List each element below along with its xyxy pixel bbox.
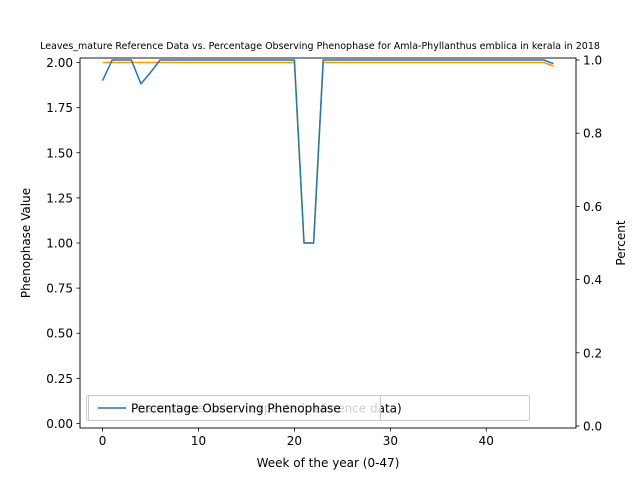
y-tick-label: 1.25: [46, 191, 73, 205]
legend: Phenophase value (expected reference dat…: [86, 395, 530, 421]
y-tick-label: 1.75: [46, 101, 73, 115]
y-tick-label: 0.50: [46, 327, 73, 341]
y2-tick-label: 1.0: [583, 54, 602, 68]
legend-box-overlay: [88, 395, 381, 421]
y2-tick-label: 0.8: [583, 127, 602, 141]
series-line-reference: [102, 61, 554, 244]
x-tick-label: 0: [99, 434, 107, 448]
x-tick-label: 20: [287, 434, 302, 448]
x-tick-label: 10: [191, 434, 206, 448]
y2-tick-label: 0.6: [583, 200, 602, 214]
y2-tick-label: 0.0: [583, 419, 602, 433]
y2-axis-label: Percent: [614, 220, 628, 265]
y-tick-label: 0.75: [46, 282, 73, 296]
x-tick-label: 30: [383, 434, 398, 448]
y-tick-label: 2.00: [46, 56, 73, 70]
x-tick-label: 40: [479, 434, 494, 448]
legend-label-percentage: Percentage Observing Phenophase: [131, 402, 341, 416]
y-tick-label: 1.00: [46, 237, 73, 251]
x-axis-label: Week of the year (0-47): [257, 456, 400, 470]
y-tick-label: 1.50: [46, 146, 73, 160]
series-line-percentage: [101, 59, 554, 244]
y-tick-label: 0.00: [46, 417, 73, 431]
chart-title: Leaves_mature Reference Data vs. Percent…: [40, 41, 600, 52]
y-tick-label: 0.25: [46, 372, 73, 386]
y2-tick-label: 0.2: [583, 346, 602, 360]
y2-tick-label: 0.4: [583, 273, 602, 287]
y-axis-label: Phenophase Value: [19, 188, 33, 298]
